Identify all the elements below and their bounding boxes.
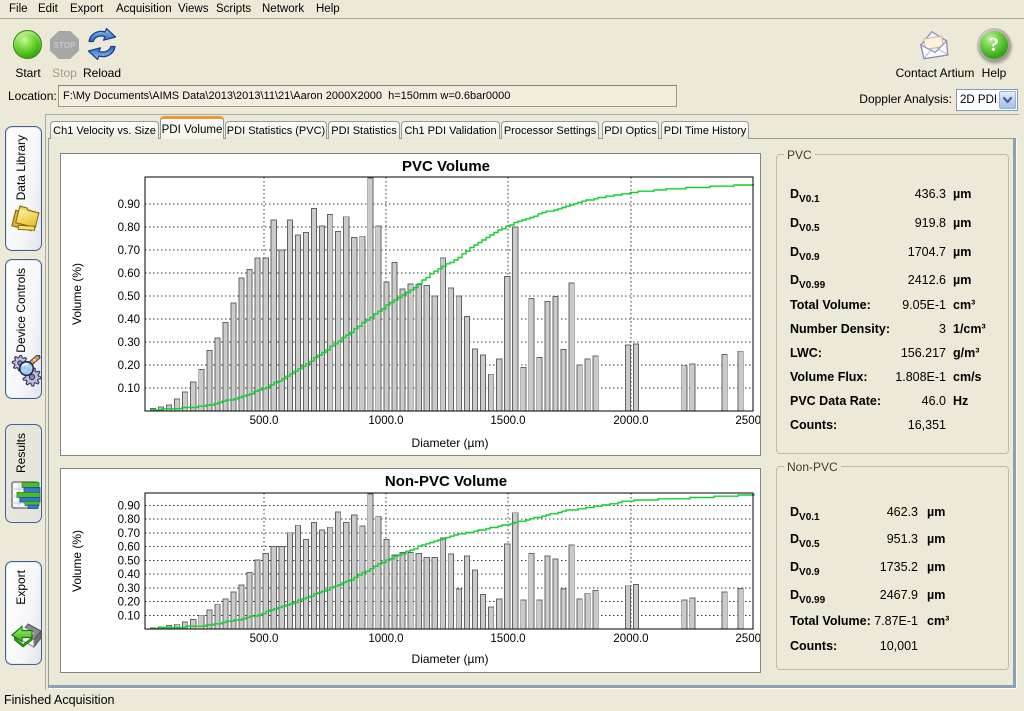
svg-text:0.60: 0.60 <box>118 268 140 280</box>
svg-text:2000.0: 2000.0 <box>613 633 648 645</box>
svg-text:0.40: 0.40 <box>118 314 140 326</box>
svg-text:0.30: 0.30 <box>118 337 140 349</box>
svg-text:0.80: 0.80 <box>118 222 140 234</box>
svg-text:1000.0: 1000.0 <box>368 633 403 645</box>
svg-text:0.50: 0.50 <box>118 555 140 567</box>
svg-text:1500.0: 1500.0 <box>490 633 525 645</box>
svg-text:2500.0: 2500.0 <box>735 633 760 645</box>
svg-text:0.60: 0.60 <box>118 542 140 554</box>
svg-text:0.90: 0.90 <box>118 199 140 211</box>
svg-text:0.10: 0.10 <box>118 383 140 395</box>
svg-text:2000.0: 2000.0 <box>613 415 648 427</box>
svg-text:1500.0: 1500.0 <box>490 415 525 427</box>
svg-text:Diameter (µm): Diameter (µm) <box>412 652 489 666</box>
svg-text:0.40: 0.40 <box>118 569 140 581</box>
svg-text:0.70: 0.70 <box>118 528 140 540</box>
svg-text:0.10: 0.10 <box>118 610 140 622</box>
svg-text:Diameter (µm): Diameter (µm) <box>412 436 489 450</box>
svg-text:0.20: 0.20 <box>118 597 140 609</box>
svg-text:Volume (%): Volume (%) <box>70 263 84 325</box>
svg-text:0.80: 0.80 <box>118 514 140 526</box>
svg-text:0.50: 0.50 <box>118 291 140 303</box>
svg-text:0.90: 0.90 <box>118 500 140 512</box>
svg-text:1000.0: 1000.0 <box>368 415 403 427</box>
svg-text:500.0: 500.0 <box>250 415 279 427</box>
svg-text:PVC Volume: PVC Volume <box>402 158 490 175</box>
svg-text:2500.0: 2500.0 <box>735 415 760 427</box>
svg-text:0.70: 0.70 <box>118 245 140 257</box>
svg-text:Volume (%): Volume (%) <box>70 530 84 592</box>
svg-text:0.20: 0.20 <box>118 360 140 372</box>
svg-text:500.0: 500.0 <box>250 633 279 645</box>
svg-text:0.30: 0.30 <box>118 583 140 595</box>
svg-text:Non-PVC Volume: Non-PVC Volume <box>385 473 507 490</box>
